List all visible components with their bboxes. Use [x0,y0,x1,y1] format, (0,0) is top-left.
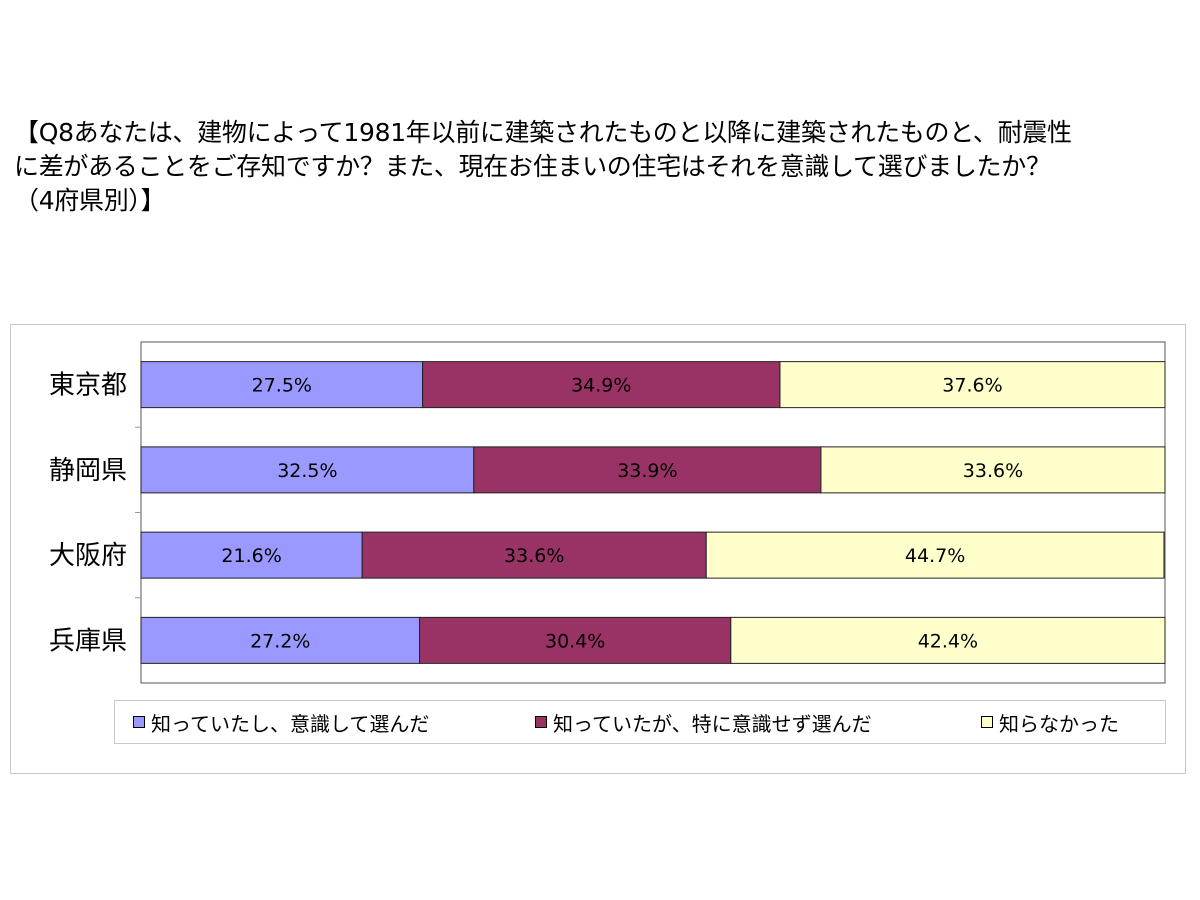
legend-swatch-3 [981,716,993,728]
legend: 知っていたし、意識して選んだ 知っていたが、特に意識せず選んだ 知らなかった [114,700,1166,744]
chart-title-line-3: （4府県別）】 [14,186,166,215]
data-label-4-3: 42.4% [918,630,978,652]
legend-label-2: 知っていたが、特に意識せず選んだ [553,711,872,736]
category-label-3: 大阪府 [49,541,127,571]
bar-segment-2-1 [140,446,475,494]
legend-item-3: 知らなかった [981,701,1119,743]
bar-segment-1-2 [422,361,781,409]
data-label-2-2: 33.9% [617,460,677,482]
data-label-4-1: 27.2% [250,630,310,652]
data-label-4-2: 30.4% [545,630,605,652]
data-label-2-3: 33.6% [963,460,1023,482]
chart-title-line-1: 【Q8あなたは、建物によって1981年以前に建築されたものと以降に建築されたもの… [14,118,1072,147]
category-label-4: 兵庫県 [49,626,127,656]
legend-label-3: 知らなかった [999,711,1119,736]
data-label-3-2: 33.6% [504,545,564,567]
bar-segment-4-1 [140,616,421,664]
bar-segment-4-3 [730,616,1166,664]
legend-item-1: 知っていたし、意識して選んだ [133,701,429,743]
bar-segment-4-2 [419,616,732,664]
chart-title-line-2: に差があることをご存知ですか？また、現在お住まいの住宅はそれを意識して選びました… [14,152,1051,181]
bar-segment-2-2 [473,446,822,494]
category-label-2: 静岡県 [49,456,127,486]
data-label-1-2: 34.9% [571,375,631,397]
bar-segment-2-3 [820,446,1166,494]
legend-item-2: 知っていたが、特に意識せず選んだ [535,701,872,743]
bar-segment-3-2 [361,531,707,579]
category-label-1: 東京都 [49,371,127,401]
data-label-2-1: 32.5% [277,460,337,482]
bar-segment-3-3 [705,531,1165,579]
bar-segment-3-1 [140,531,363,579]
data-label-1-3: 37.6% [942,375,1002,397]
chart-title: 【Q8あなたは、建物によって1981年以前に建築されたものと以降に建築されたもの… [14,116,1190,218]
data-label-1-1: 27.5% [252,375,312,397]
legend-swatch-1 [133,716,145,728]
data-label-3-1: 21.6% [221,545,281,567]
bar-segment-1-1 [140,361,424,409]
legend-label-1: 知っていたし、意識して選んだ [151,711,430,736]
legend-swatch-2 [535,716,547,728]
data-label-3-3: 44.7% [905,545,965,567]
bar-segment-1-3 [779,361,1166,409]
